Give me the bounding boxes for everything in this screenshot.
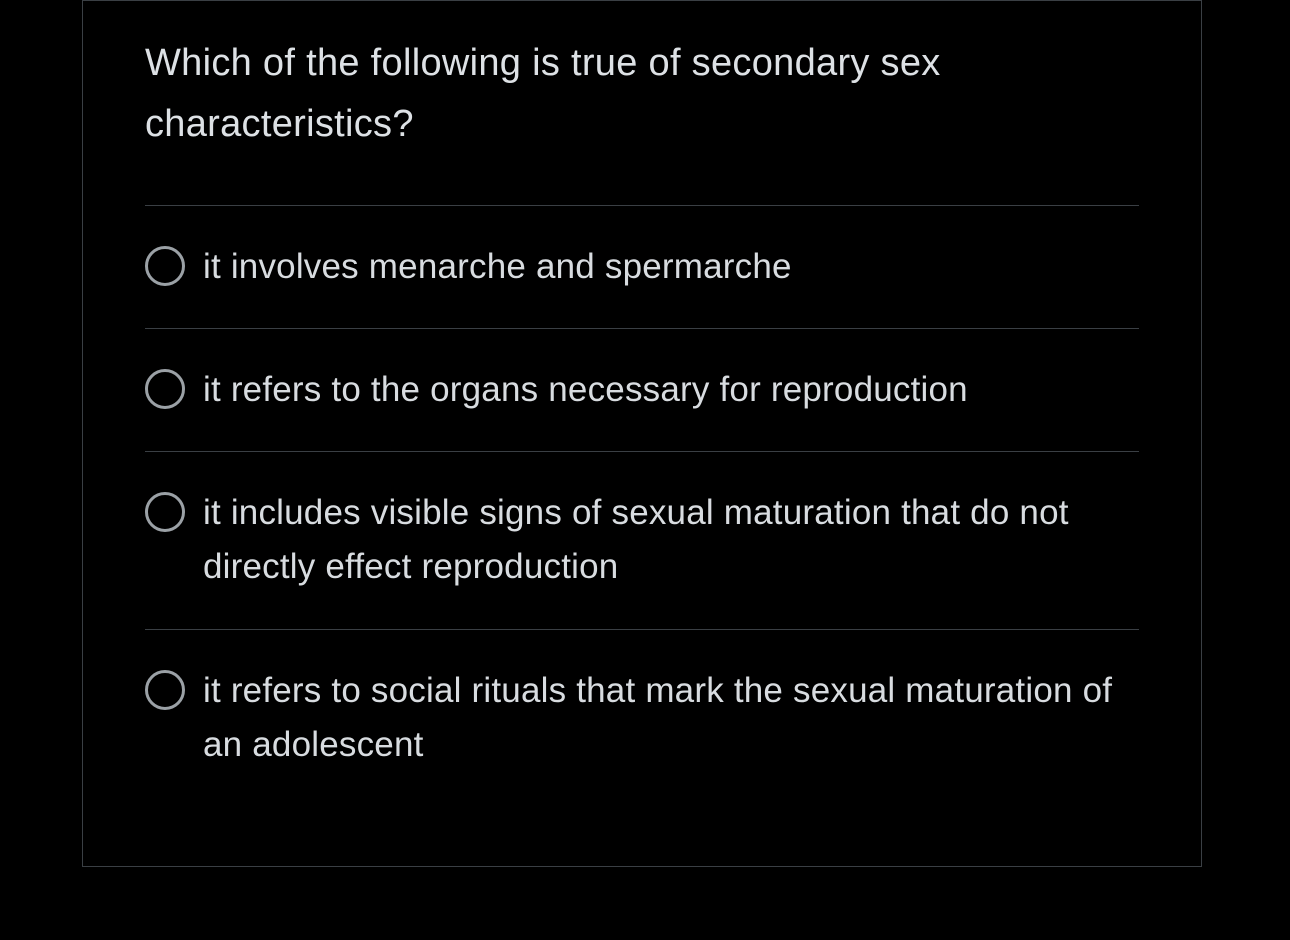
- radio-icon[interactable]: [145, 369, 185, 409]
- option-row[interactable]: it refers to social rituals that mark th…: [145, 629, 1139, 807]
- option-label: it refers to social rituals that mark th…: [203, 664, 1139, 773]
- option-row[interactable]: it refers to the organs necessary for re…: [145, 328, 1139, 451]
- options-container: it involves menarche and spermarche it r…: [83, 205, 1201, 807]
- option-row[interactable]: it involves menarche and spermarche: [145, 205, 1139, 328]
- option-label: it includes visible signs of sexual matu…: [203, 486, 1139, 595]
- radio-icon[interactable]: [145, 246, 185, 286]
- question-card: Which of the following is true of second…: [82, 0, 1202, 867]
- radio-icon[interactable]: [145, 492, 185, 532]
- option-label: it involves menarche and spermarche: [203, 240, 792, 294]
- question-text: Which of the following is true of second…: [83, 33, 1201, 205]
- radio-icon[interactable]: [145, 670, 185, 710]
- option-label: it refers to the organs necessary for re…: [203, 363, 968, 417]
- option-row[interactable]: it includes visible signs of sexual matu…: [145, 451, 1139, 629]
